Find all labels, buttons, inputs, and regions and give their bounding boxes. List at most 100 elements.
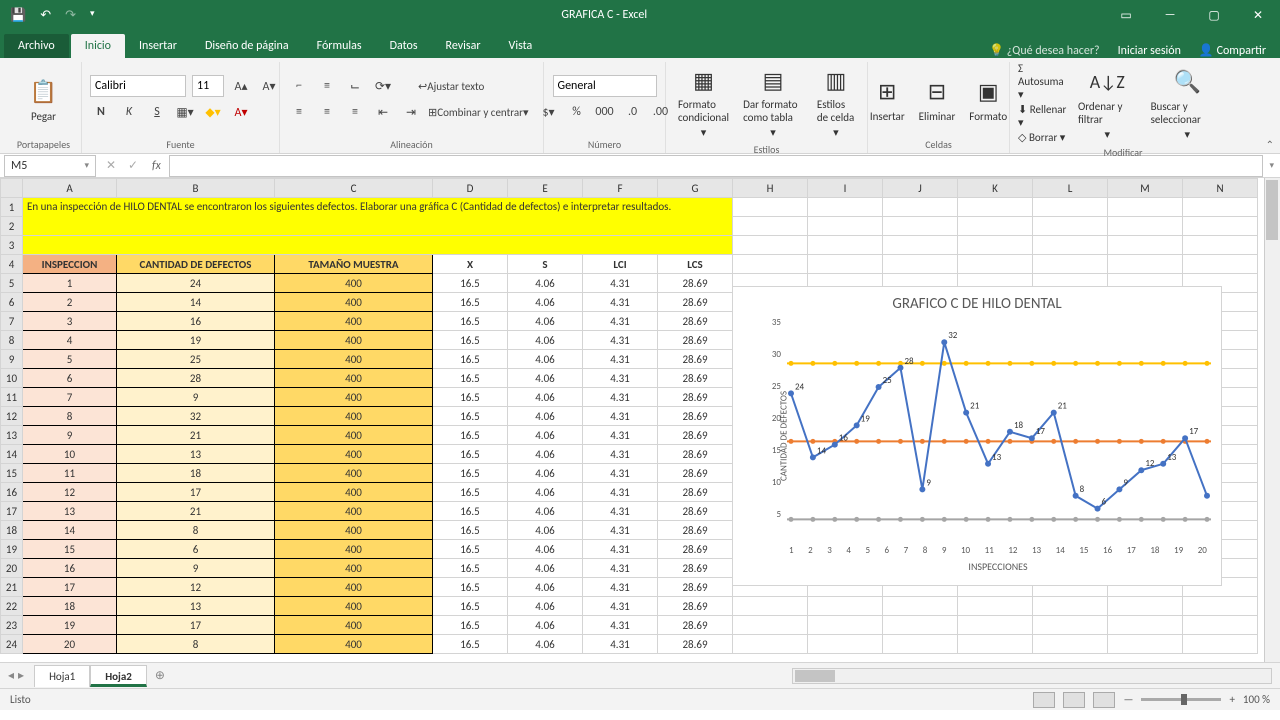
rowhdr-7[interactable]: 7 xyxy=(1,312,23,331)
tab-revisar[interactable]: Revisar xyxy=(432,34,495,58)
align-left-icon[interactable]: ≡ xyxy=(288,101,310,123)
zoom-in-icon[interactable]: + xyxy=(1229,693,1234,706)
shrink-font-icon[interactable]: A▾ xyxy=(258,75,280,97)
cell-mue[interactable]: 400 xyxy=(275,369,433,388)
cell-insp[interactable]: 12 xyxy=(23,483,117,502)
colhdr-L[interactable]: L xyxy=(1033,179,1108,198)
cell-insp[interactable]: 6 xyxy=(23,369,117,388)
cell-insp[interactable]: 17 xyxy=(23,578,117,597)
colhdr-C[interactable]: C xyxy=(275,179,433,198)
save-icon[interactable]: 💾 xyxy=(10,8,26,23)
delete-cells-button[interactable]: ⊟Eliminar xyxy=(915,74,960,125)
align-top-icon[interactable]: ⌐ xyxy=(288,75,310,97)
cell-insp[interactable]: 13 xyxy=(23,502,117,521)
cell-insp[interactable]: 3 xyxy=(23,312,117,331)
cell-mue[interactable]: 400 xyxy=(275,350,433,369)
close-icon[interactable]: ✕ xyxy=(1236,0,1280,30)
formula-input[interactable] xyxy=(169,155,1264,177)
cell-def[interactable]: 17 xyxy=(117,616,275,635)
view-normal-icon[interactable] xyxy=(1033,692,1055,708)
sheet-nav-first-icon[interactable]: ◂ xyxy=(8,668,14,683)
hscroll[interactable] xyxy=(792,668,1272,684)
cell-mue[interactable]: 400 xyxy=(275,388,433,407)
sort-filter-button[interactable]: A↓ZOrdenar y filtrar▾ xyxy=(1074,64,1141,143)
fill-button[interactable]: ⬇ Rellenar ▾ xyxy=(1018,103,1068,129)
tab-file[interactable]: Archivo xyxy=(4,34,69,58)
redo-icon[interactable]: ↷ xyxy=(65,8,76,23)
cell-def[interactable]: 12 xyxy=(117,578,275,597)
rowhdr-16[interactable]: 16 xyxy=(1,483,23,502)
colhdr-K[interactable]: K xyxy=(958,179,1033,198)
cell-mue[interactable]: 400 xyxy=(275,274,433,293)
cell-mue[interactable]: 400 xyxy=(275,635,433,654)
zoom-out-icon[interactable]: — xyxy=(1123,693,1133,706)
cell-def[interactable]: 17 xyxy=(117,483,275,502)
cell-insp[interactable]: 20 xyxy=(23,635,117,654)
italic-button[interactable]: K xyxy=(118,101,140,123)
cell-styles-button[interactable]: ▥Estilos de celda▾ xyxy=(813,62,859,141)
align-mid-icon[interactable]: ≡ xyxy=(316,75,338,97)
grow-font-icon[interactable]: A▴ xyxy=(230,75,252,97)
chart-c[interactable]: GRAFICO C DE HILO DENTAL CANTIDAD DE DEF… xyxy=(732,286,1222,586)
rowhdr-22[interactable]: 22 xyxy=(1,597,23,616)
bold-button[interactable]: N xyxy=(90,101,112,123)
sheet-nav-last-icon[interactable]: ▸ xyxy=(18,668,24,683)
cell-mue[interactable]: 400 xyxy=(275,502,433,521)
number-format[interactable] xyxy=(553,75,657,97)
cell-def[interactable]: 25 xyxy=(117,350,275,369)
hdr-muestra[interactable]: TAMAÑO MUESTRA xyxy=(275,255,433,274)
cell-mue[interactable]: 400 xyxy=(275,445,433,464)
cell-mue[interactable]: 400 xyxy=(275,426,433,445)
cell-insp[interactable]: 11 xyxy=(23,464,117,483)
ribbon-options-icon[interactable]: ▭ xyxy=(1104,0,1148,30)
font-name[interactable] xyxy=(90,75,186,97)
rowhdr-15[interactable]: 15 xyxy=(1,464,23,483)
sheet-tab-hoja1[interactable]: Hoja1 xyxy=(34,665,90,687)
cell-insp[interactable]: 19 xyxy=(23,616,117,635)
cell-def[interactable]: 21 xyxy=(117,426,275,445)
rowhdr-2[interactable]: 2 xyxy=(1,217,23,236)
view-layout-icon[interactable] xyxy=(1063,692,1085,708)
rowhdr-23[interactable]: 23 xyxy=(1,616,23,635)
cell-mue[interactable]: 400 xyxy=(275,559,433,578)
cell-insp[interactable]: 14 xyxy=(23,521,117,540)
rowhdr-5[interactable]: 5 xyxy=(1,274,23,293)
rowhdr-6[interactable]: 6 xyxy=(1,293,23,312)
cell-mue[interactable]: 400 xyxy=(275,407,433,426)
rowhdr-24[interactable]: 24 xyxy=(1,635,23,654)
cell-def[interactable]: 19 xyxy=(117,331,275,350)
rowhdr-19[interactable]: 19 xyxy=(1,540,23,559)
rowhdr-13[interactable]: 13 xyxy=(1,426,23,445)
tab-diseño de página[interactable]: Diseño de página xyxy=(191,34,303,58)
hdr-defectos[interactable]: CANTIDAD DE DEFECTOS xyxy=(117,255,275,274)
orientation-icon[interactable]: ⟳▾ xyxy=(372,75,394,97)
cond-format-button[interactable]: ▦Formato condicional▾ xyxy=(674,62,733,141)
colhdr-F[interactable]: F xyxy=(583,179,658,198)
rowhdr-17[interactable]: 17 xyxy=(1,502,23,521)
tab-fórmulas[interactable]: Fórmulas xyxy=(303,34,376,58)
rowhdr-3[interactable]: 3 xyxy=(1,236,23,255)
rowhdr-14[interactable]: 14 xyxy=(1,445,23,464)
cell-mue[interactable]: 400 xyxy=(275,616,433,635)
align-right-icon[interactable]: ≡ xyxy=(344,101,366,123)
cell-def[interactable]: 8 xyxy=(117,635,275,654)
font-size[interactable] xyxy=(192,75,224,97)
underline-button[interactable]: S xyxy=(146,101,168,123)
tellme[interactable]: 💡 ¿Qué desea hacer? xyxy=(989,43,1100,58)
tab-inicio[interactable]: Inicio xyxy=(71,34,125,58)
colhdr-H[interactable]: H xyxy=(733,179,808,198)
expand-formula-icon[interactable]: ▾ xyxy=(1263,160,1280,171)
cell-mue[interactable]: 400 xyxy=(275,521,433,540)
instruction-cell[interactable]: En una inspección de HILO DENTAL se enco… xyxy=(23,198,733,236)
paste-button[interactable]: 📋 Pegar xyxy=(24,74,64,125)
cell-mue[interactable]: 400 xyxy=(275,483,433,502)
rowhdr-9[interactable]: 9 xyxy=(1,350,23,369)
cell-insp[interactable]: 15 xyxy=(23,540,117,559)
insert-cells-button[interactable]: ⊞Insertar xyxy=(866,74,909,125)
font-color-icon[interactable]: A▾ xyxy=(230,101,252,123)
cell-def[interactable]: 16 xyxy=(117,312,275,331)
merge-button[interactable]: ⊞ Combinar y centrar ▾ xyxy=(428,101,529,123)
rowhdr-12[interactable]: 12 xyxy=(1,407,23,426)
colhdr-I[interactable]: I xyxy=(808,179,883,198)
cell-insp[interactable]: 2 xyxy=(23,293,117,312)
